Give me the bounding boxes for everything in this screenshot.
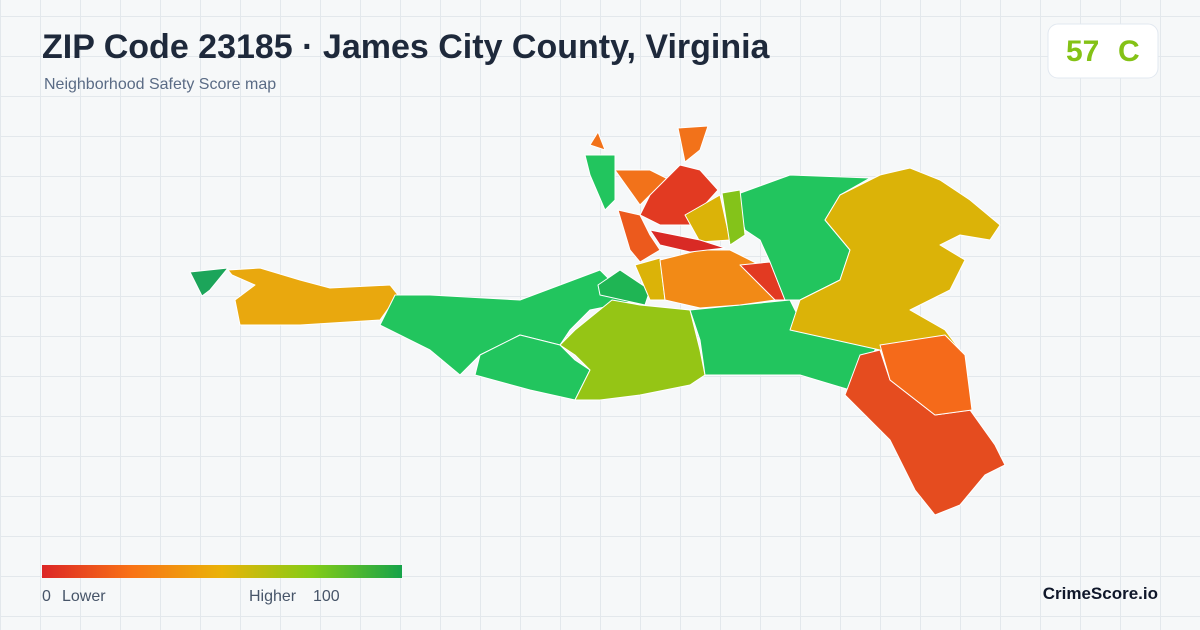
area (677, 125, 709, 163)
score-badge (1047, 23, 1159, 79)
legend-min-label: Lower (62, 588, 106, 605)
area (789, 167, 1001, 351)
subtitle: Neighborhood Safety Score map (44, 76, 277, 93)
area (597, 269, 651, 306)
score-value: 57 (1066, 35, 1100, 68)
zip-areas (189, 125, 1006, 516)
legend-max-label: Higher (249, 588, 297, 605)
legend-min: 0 (42, 588, 51, 605)
area (559, 299, 706, 401)
score-grade: C (1118, 35, 1140, 68)
area (189, 267, 229, 297)
brand: CrimeScore.io (1042, 584, 1158, 603)
area (589, 131, 606, 151)
area (584, 154, 616, 211)
area (379, 269, 641, 376)
area (227, 267, 399, 326)
title: ZIP Code 23185 · James City County, Virg… (42, 28, 770, 66)
area (879, 334, 973, 416)
area (617, 209, 661, 263)
legend-gradient (42, 565, 402, 578)
area (721, 189, 746, 246)
area (649, 229, 726, 253)
legend-max: 100 (313, 588, 340, 605)
